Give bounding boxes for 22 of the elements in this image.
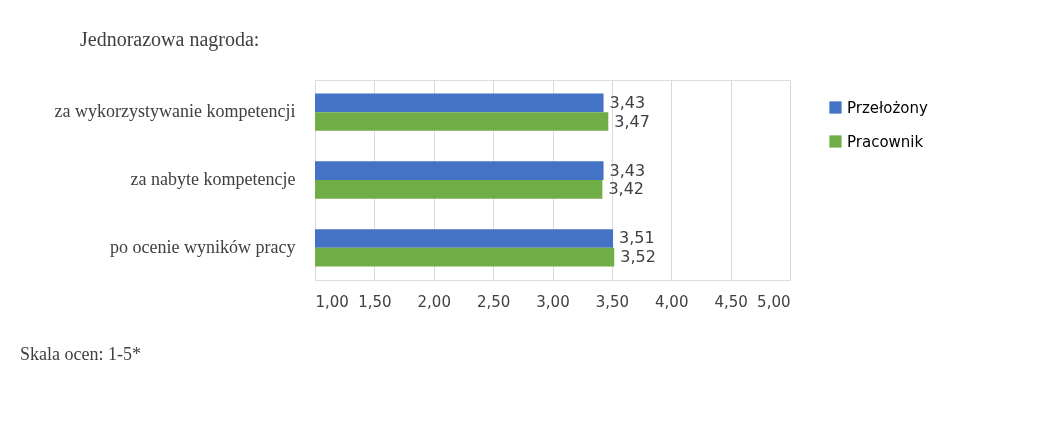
data-label: 3,43	[609, 92, 646, 112]
x-tick-label: 1,50	[358, 292, 392, 311]
data-label: 3,43	[609, 160, 646, 180]
data-label: 3,47	[614, 111, 650, 131]
x-tick-label: 3,50	[595, 292, 630, 311]
x-tick-label: 4,00	[655, 292, 689, 311]
chart-title: Jednorazowa nagroda:	[80, 28, 260, 51]
text: Skala ocen: 1-5*	[20, 344, 141, 364]
x-tick-label: 5,00	[757, 292, 791, 311]
data-label: 3,52	[620, 247, 656, 267]
x-tick-label: 2,00	[417, 292, 451, 311]
x-tick-label: 2,50	[476, 292, 511, 311]
x-tick-label: 4,50	[714, 292, 748, 311]
x-tick-label: 1,00	[315, 292, 349, 311]
data-label: 3,51	[619, 228, 655, 248]
legend-label: Pracownik	[847, 132, 924, 151]
x-tick-label: 3,00	[536, 292, 570, 311]
y-tick-label: za nabyte kompetencje	[130, 169, 296, 189]
y-tick-label: po ocenie wyników pracy	[110, 236, 296, 257]
y-tick-label: za wykorzystywanie kompetencji	[54, 101, 296, 122]
legend-label: Przełożony	[847, 98, 929, 117]
data-label: 3,42	[608, 179, 644, 199]
